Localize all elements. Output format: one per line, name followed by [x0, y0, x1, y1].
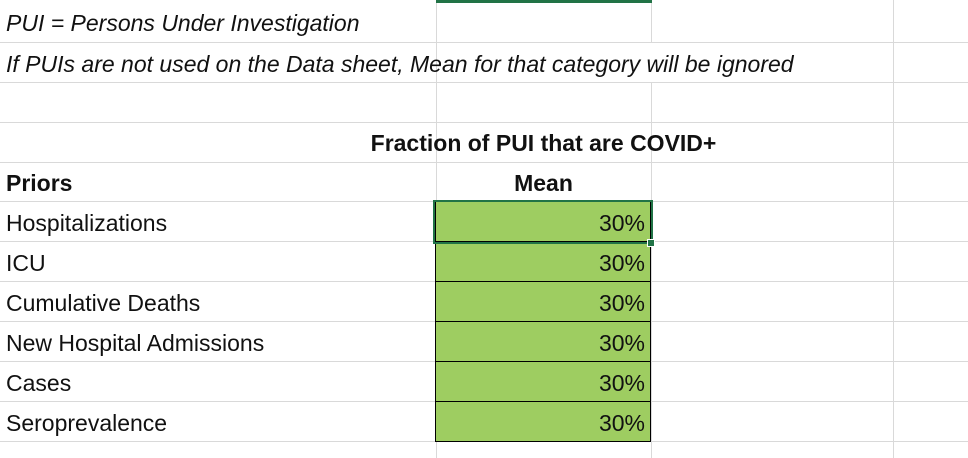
note-pui-definition[interactable]: PUI = Persons Under Investigation [6, 10, 360, 36]
text-overflow-mask [437, 43, 892, 82]
row-label-icu[interactable]: ICU [6, 250, 46, 276]
group-header-fraction-pui[interactable]: Fraction of PUI that are COVID+ [370, 130, 717, 156]
cell-border [436, 321, 650, 322]
active-cell-selection[interactable] [433, 200, 653, 244]
row-label-cases[interactable]: Cases [6, 370, 72, 396]
note-pui-usage[interactable]: If PUIs are not used on the Data sheet, … [6, 51, 794, 77]
row-label-seroprevalence[interactable]: Seroprevalence [6, 410, 168, 436]
gridline-horizontal [0, 162, 968, 163]
row-label-new-hospital-admissions[interactable]: New Hospital Admissions [6, 330, 265, 356]
row-label-hospitalizations[interactable]: Hospitalizations [6, 210, 168, 236]
mean-value-seroprevalence[interactable]: 30% [598, 410, 645, 436]
gridline-horizontal [0, 42, 968, 43]
mean-cell-fill [436, 202, 651, 241]
cell-border [436, 281, 650, 282]
gridline-vertical [893, 0, 894, 458]
mean-value-cases[interactable]: 30% [598, 370, 645, 396]
mean-value-hospitalizations[interactable]: 30% [598, 210, 645, 236]
row-label-cumulative-deaths[interactable]: Cumulative Deaths [6, 290, 201, 316]
cell-border [436, 241, 650, 242]
mean-cell-fill [436, 402, 651, 441]
column-selection-accent [436, 0, 652, 3]
mean-value-new-hospital-admissions[interactable]: 30% [598, 330, 645, 356]
column-header-mean[interactable]: Mean [514, 170, 573, 196]
gridline-horizontal [0, 82, 968, 83]
cell-border [436, 361, 650, 362]
gridline-horizontal [0, 122, 968, 123]
mean-value-icu[interactable]: 30% [598, 250, 645, 276]
mean-cell-fill [436, 362, 651, 401]
mean-cell-fill [436, 322, 651, 361]
mean-cell-fill [436, 242, 651, 281]
fill-handle[interactable] [647, 239, 655, 247]
mean-value-cumulative-deaths[interactable]: 30% [598, 290, 645, 316]
mean-cell-fill [436, 282, 651, 321]
cell-border [436, 401, 650, 402]
row-header-priors[interactable]: Priors [6, 170, 73, 196]
text-overflow-mask [437, 123, 650, 124]
